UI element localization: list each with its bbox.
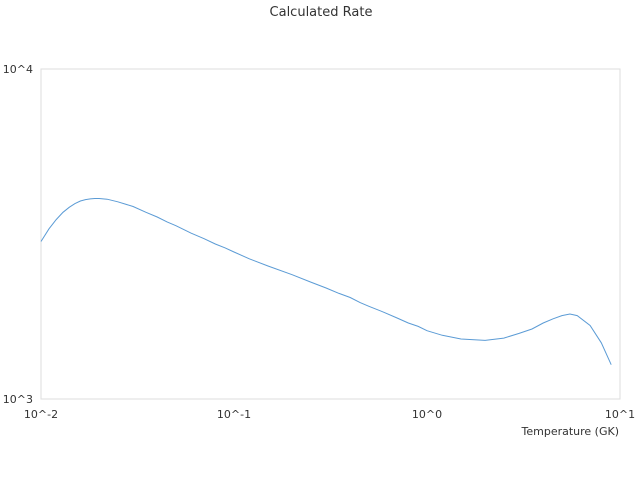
x-axis-ticks: 10^-2 10^-1 10^0 10^1 <box>24 408 635 421</box>
y-tick-label: 10^3 <box>3 393 33 406</box>
x-tick-label: 10^-1 <box>217 408 251 421</box>
x-tick-label: 10^0 <box>412 408 442 421</box>
series-layer <box>40 198 612 365</box>
series-line-0 <box>40 198 612 365</box>
x-tick-label: 10^1 <box>605 408 635 421</box>
y-axis-ticks: 10^3 10^4 <box>3 63 33 406</box>
y-tick-label: 10^4 <box>3 63 33 76</box>
x-tick-label: 10^-2 <box>24 408 58 421</box>
plot-area-frame <box>40 68 621 400</box>
chart-title: Calculated Rate <box>270 5 373 20</box>
x-axis-label: Temperature (GK) <box>521 425 620 438</box>
